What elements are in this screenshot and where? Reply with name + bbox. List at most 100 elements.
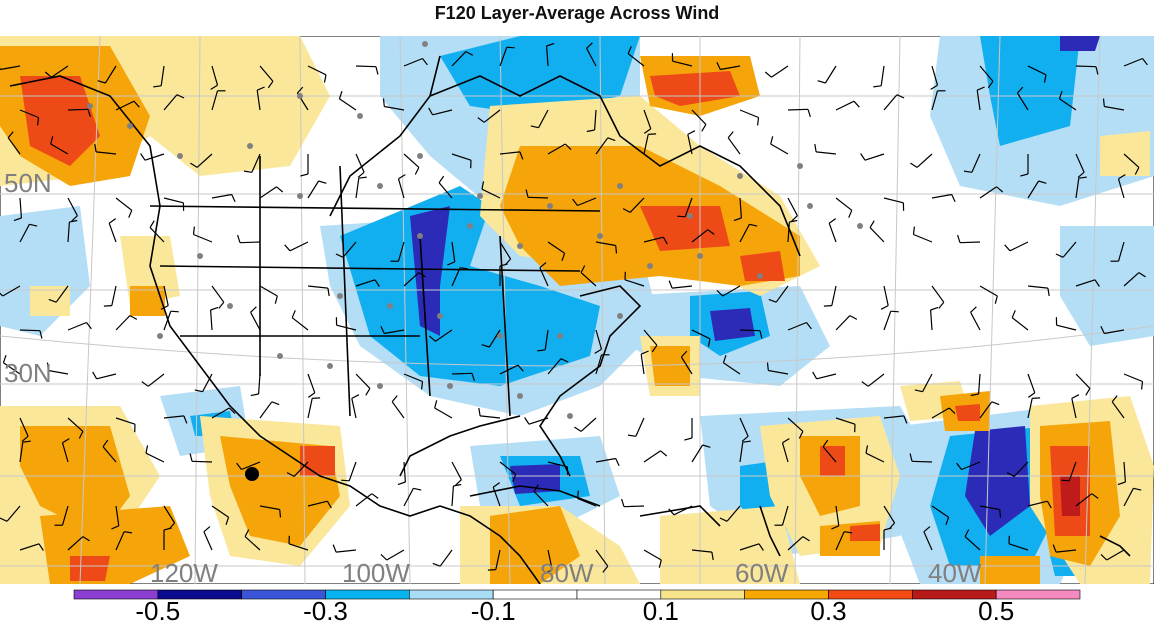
wind-barb: [640, 354, 645, 375]
wind-barb: [291, 317, 309, 331]
wind-barb: [684, 197, 693, 218]
contour-region: [955, 404, 980, 421]
wind-barb: [386, 549, 405, 561]
wind-barb: [624, 279, 645, 287]
wind-barb: [239, 241, 261, 244]
wind-barb: [1071, 398, 1077, 419]
wind-barb: [1123, 461, 1126, 483]
wind-barb: [1075, 178, 1080, 199]
wind-barb: [293, 461, 309, 477]
contour-region: [820, 446, 845, 476]
station-dot: [757, 273, 763, 279]
wind-barb: [835, 417, 856, 425]
wind-barb: [145, 452, 165, 463]
station-dot: [617, 313, 623, 319]
wind-barb: [488, 329, 501, 348]
wind-barb: [835, 531, 845, 551]
wind-barb: [1075, 65, 1097, 68]
wind-barb: [355, 178, 360, 199]
contour-region: [980, 36, 1080, 146]
wind-barb: [580, 272, 597, 287]
contour-region: [650, 71, 740, 106]
wind-barb: [451, 485, 454, 507]
wind-barb: [835, 315, 851, 331]
wind-barb: [432, 109, 453, 116]
station-dot: [517, 243, 523, 249]
wind-barb: [726, 505, 741, 522]
wind-barb: [931, 193, 952, 199]
wind-barb: [481, 188, 501, 199]
wind-barb: [1062, 241, 1077, 258]
station-dot: [737, 173, 743, 179]
chart-title: F120 Layer-Average Across Wind: [434, 3, 720, 23]
wind-barb: [643, 549, 662, 561]
station-dot: [327, 363, 333, 369]
wind-barb: [115, 100, 135, 111]
wind-barb: [831, 285, 837, 306]
wind-barb: [211, 90, 219, 111]
wind-barb: [1016, 92, 1029, 111]
wind-barb: [307, 373, 316, 394]
station-dot: [857, 223, 863, 229]
wind-barb: [822, 446, 837, 463]
wind-barb: [1027, 373, 1036, 394]
lon-label: 60W: [735, 558, 789, 584]
wind-barb: [96, 151, 117, 155]
contour-region: [850, 524, 880, 541]
wind-barb: [586, 48, 597, 67]
wind-barb: [835, 505, 840, 526]
station-dot: [557, 333, 563, 339]
contour-region: [1100, 131, 1150, 176]
wind-barb: [499, 151, 520, 155]
contour-region: [660, 506, 800, 584]
wind-barb: [1011, 317, 1029, 331]
wind-barb: [595, 549, 609, 567]
wind-barb: [251, 153, 261, 173]
wind-barb: [722, 285, 741, 297]
wind-barb: [307, 180, 320, 199]
wind-barb: [739, 197, 742, 219]
wind-barb: [739, 442, 744, 463]
wind-barb: [727, 137, 741, 155]
wind-barb: [931, 407, 950, 419]
wind-barb: [680, 356, 693, 375]
wind-barb: [211, 65, 219, 86]
wind-barb: [451, 267, 461, 287]
wind-barb: [19, 109, 39, 119]
wind-barb: [499, 364, 519, 375]
wind-barb: [635, 417, 645, 437]
wind-barb: [580, 417, 597, 432]
wind-barb: [67, 108, 89, 111]
colorbar-label: 0.5: [978, 596, 1014, 622]
wind-barb: [931, 285, 945, 303]
wind-barb: [307, 398, 313, 419]
wind-barb: [723, 362, 741, 375]
wind-map: 50N 30N 120W 100W 80W 60W 40W: [0, 36, 1154, 584]
wind-barb: [203, 531, 213, 551]
wind-barb: [739, 329, 761, 332]
wind-barb: [1104, 329, 1125, 335]
wind-barb: [880, 65, 885, 86]
wind-barb: [435, 329, 453, 342]
wind-barb: [527, 196, 549, 199]
wind-barb: [50, 143, 69, 155]
wind-barb: [883, 505, 896, 524]
wind-barb: [1068, 461, 1077, 482]
wind-barb: [19, 197, 22, 219]
wind-barb: [1104, 105, 1125, 111]
wind-barb: [979, 401, 993, 419]
wind-barb: [781, 505, 789, 526]
wind-barb: [211, 285, 225, 303]
contour-region: [20, 76, 100, 166]
station-dot: [617, 183, 623, 189]
wind-barb: [979, 65, 994, 82]
wind-barb: [971, 153, 981, 173]
wind-barb: [864, 153, 885, 161]
wind-barb: [627, 53, 645, 67]
wind-barb: [835, 100, 855, 111]
wind-barb: [67, 417, 84, 432]
wind-barb: [739, 417, 749, 437]
wind-barb: [911, 460, 933, 463]
station-dot: [377, 183, 383, 189]
contour-region: [1060, 476, 1080, 516]
